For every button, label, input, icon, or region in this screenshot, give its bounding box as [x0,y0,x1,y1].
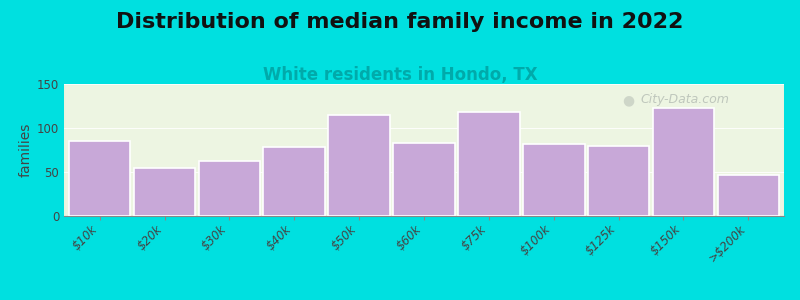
Bar [134,168,195,216]
Text: ●: ● [622,93,634,107]
Bar [198,160,260,216]
Bar [328,115,390,216]
Text: Distribution of median family income in 2022: Distribution of median family income in … [116,12,684,32]
Bar [69,141,130,216]
Text: White residents in Hondo, TX: White residents in Hondo, TX [262,66,538,84]
Bar [588,146,650,216]
Bar [523,144,585,216]
Bar [64,84,784,216]
Bar [458,112,520,216]
Bar [653,108,714,216]
Bar [393,143,455,216]
Text: City-Data.com: City-Data.com [640,93,729,106]
Bar [263,147,325,216]
Bar [718,175,779,216]
Y-axis label: families: families [18,123,33,177]
